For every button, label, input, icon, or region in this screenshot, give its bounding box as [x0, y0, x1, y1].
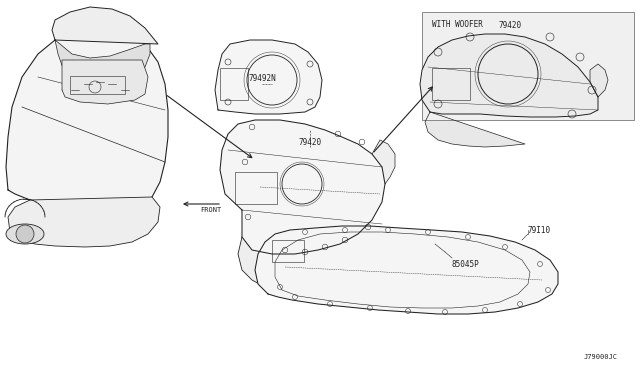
Polygon shape	[8, 197, 160, 247]
Bar	[432, 68, 470, 100]
Bar	[422, 12, 634, 120]
Polygon shape	[52, 7, 158, 44]
Text: 79420: 79420	[298, 138, 321, 147]
Polygon shape	[62, 60, 148, 104]
Bar	[70, 76, 125, 94]
Text: FRONT: FRONT	[200, 207, 221, 213]
Bar	[235, 172, 277, 204]
Polygon shape	[238, 237, 346, 290]
Polygon shape	[590, 64, 608, 97]
Polygon shape	[420, 34, 598, 117]
Polygon shape	[215, 40, 322, 114]
Polygon shape	[372, 140, 395, 184]
Bar	[220, 68, 248, 100]
Ellipse shape	[6, 224, 44, 244]
Polygon shape	[220, 120, 385, 254]
Text: 85045P: 85045P	[452, 260, 480, 269]
Bar	[272, 240, 304, 262]
Text: 79I10: 79I10	[528, 225, 551, 234]
Text: WITH WOOFER: WITH WOOFER	[432, 20, 483, 29]
Polygon shape	[6, 25, 168, 217]
Text: 79420: 79420	[499, 21, 522, 30]
Polygon shape	[55, 40, 150, 92]
Text: 79492N: 79492N	[248, 74, 276, 83]
Polygon shape	[425, 112, 525, 147]
Circle shape	[16, 225, 34, 243]
Text: J79000JC: J79000JC	[584, 354, 618, 360]
Polygon shape	[255, 226, 558, 314]
